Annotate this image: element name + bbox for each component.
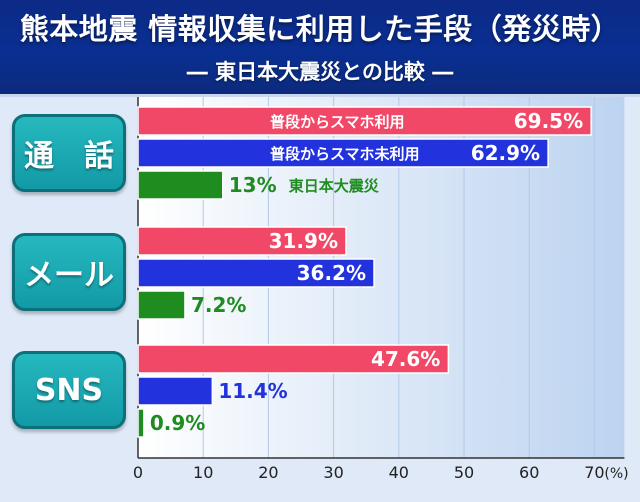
value-label: 11.4%: [218, 379, 287, 403]
value-label: 13%: [229, 173, 277, 197]
header: 熊本地震 情報収集に利用した手段（発災時） ― 東日本大震災との比較 ―: [0, 0, 640, 97]
bar-smartphone: [137, 106, 592, 136]
x-tick-label: 0: [133, 463, 143, 482]
value-label: 31.9%: [269, 229, 338, 253]
x-axis-unit: (%): [604, 466, 628, 482]
value-label: 47.6%: [371, 347, 440, 371]
bar-smartphone: [137, 226, 347, 256]
value-label: 7.2%: [191, 293, 246, 317]
x-tick-label: 30: [323, 463, 343, 482]
x-tick-label: 10: [193, 463, 213, 482]
series-name-label: 普段からスマホ未利用: [270, 145, 420, 163]
bar-great-east-japan: [137, 170, 224, 200]
value-label: 36.2%: [297, 261, 366, 285]
bar-great-east-japan: [137, 290, 186, 320]
page-title: 熊本地震 情報収集に利用した手段（発災時）: [19, 12, 621, 46]
category-label-sns: SNS: [12, 351, 126, 429]
x-tick-label: 50: [454, 463, 474, 482]
value-label: 69.5%: [514, 109, 583, 133]
bar-smartphone: [137, 344, 450, 374]
series-name-label: 普段からスマホ利用: [270, 113, 405, 131]
bar-non-smartphone: [137, 258, 375, 288]
bar-non-smartphone: [137, 376, 214, 406]
value-label: 62.9%: [471, 141, 540, 165]
category-label-call: 通 話: [12, 114, 126, 192]
x-tick-label: 20: [258, 463, 278, 482]
page-subtitle: ― 東日本大震災との比較 ―: [186, 60, 454, 84]
x-tick-label: 60: [519, 463, 539, 482]
bar-non-smartphone: [137, 138, 549, 168]
bar-great-east-japan: [137, 408, 145, 438]
x-tick-label: 70: [584, 463, 604, 482]
category-label-mail: メール: [12, 233, 126, 311]
x-tick-label: 40: [389, 463, 409, 482]
value-label: 0.9%: [150, 411, 205, 435]
series-name-label: 東日本大震災: [289, 177, 380, 195]
